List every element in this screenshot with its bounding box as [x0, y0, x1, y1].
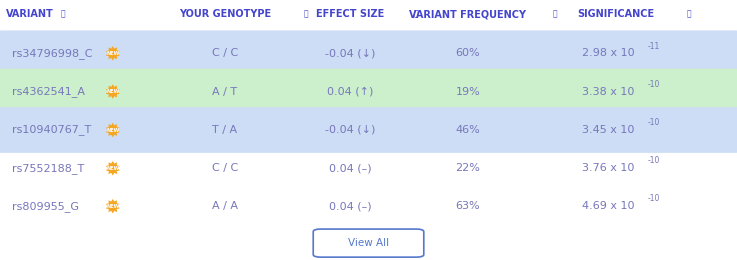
Text: View All: View All — [348, 238, 389, 248]
Polygon shape — [106, 161, 119, 176]
Text: NEW: NEW — [106, 166, 119, 171]
Text: ⓘ: ⓘ — [60, 10, 65, 19]
Text: 0.04 (↑): 0.04 (↑) — [327, 87, 373, 96]
Text: NEW: NEW — [106, 204, 119, 209]
Text: -10: -10 — [648, 80, 660, 89]
Text: 2.98 x 10: 2.98 x 10 — [581, 48, 635, 58]
Text: rs7552188_T: rs7552188_T — [12, 163, 84, 174]
Text: ⓘ: ⓘ — [304, 10, 308, 19]
Text: A / A: A / A — [212, 201, 238, 211]
Polygon shape — [106, 84, 119, 99]
Text: rs10940767_T: rs10940767_T — [12, 125, 91, 135]
FancyBboxPatch shape — [0, 30, 737, 76]
Text: YOUR GENOTYPE: YOUR GENOTYPE — [178, 9, 270, 19]
Text: SIGNIFICANCE: SIGNIFICANCE — [577, 9, 654, 19]
Polygon shape — [106, 199, 119, 213]
Text: 3.76 x 10: 3.76 x 10 — [581, 163, 635, 173]
Text: ⓘ: ⓘ — [414, 10, 419, 19]
Text: 60%: 60% — [455, 48, 481, 58]
Polygon shape — [106, 123, 119, 137]
Polygon shape — [106, 46, 119, 61]
Text: NEW: NEW — [106, 127, 119, 133]
Text: 22%: 22% — [455, 163, 481, 173]
Text: rs809955_G: rs809955_G — [12, 201, 79, 212]
Text: C / C: C / C — [212, 163, 238, 173]
Text: VARIANT: VARIANT — [6, 9, 54, 19]
Text: 0.04 (–): 0.04 (–) — [329, 201, 371, 211]
Text: 4.69 x 10: 4.69 x 10 — [581, 201, 635, 211]
Text: VARIANT FREQUENCY: VARIANT FREQUENCY — [410, 9, 526, 19]
Text: -11: -11 — [648, 42, 660, 50]
Text: 0.04 (–): 0.04 (–) — [329, 163, 371, 173]
Text: 3.45 x 10: 3.45 x 10 — [581, 125, 635, 135]
Text: -0.04 (↓): -0.04 (↓) — [325, 48, 375, 58]
Text: -10: -10 — [648, 118, 660, 127]
Text: ⓘ: ⓘ — [553, 10, 557, 19]
Text: 63%: 63% — [455, 201, 481, 211]
Text: A / T: A / T — [212, 87, 237, 96]
Text: NEW: NEW — [106, 51, 119, 56]
Text: EFFECT SIZE: EFFECT SIZE — [316, 9, 384, 19]
Text: -10: -10 — [648, 194, 660, 203]
Text: T / A: T / A — [212, 125, 237, 135]
Text: ⓘ: ⓘ — [687, 10, 691, 19]
FancyBboxPatch shape — [0, 69, 737, 114]
Text: -0.04 (↓): -0.04 (↓) — [325, 125, 375, 135]
Text: 19%: 19% — [455, 87, 481, 96]
Text: NEW: NEW — [106, 89, 119, 94]
Text: C / C: C / C — [212, 48, 238, 58]
Text: rs4362541_A: rs4362541_A — [12, 86, 85, 97]
Text: -10: -10 — [648, 157, 660, 165]
Text: 46%: 46% — [455, 125, 481, 135]
Text: rs34796998_C: rs34796998_C — [12, 48, 92, 59]
FancyBboxPatch shape — [313, 229, 424, 257]
FancyBboxPatch shape — [0, 107, 737, 153]
Text: 3.38 x 10: 3.38 x 10 — [581, 87, 635, 96]
